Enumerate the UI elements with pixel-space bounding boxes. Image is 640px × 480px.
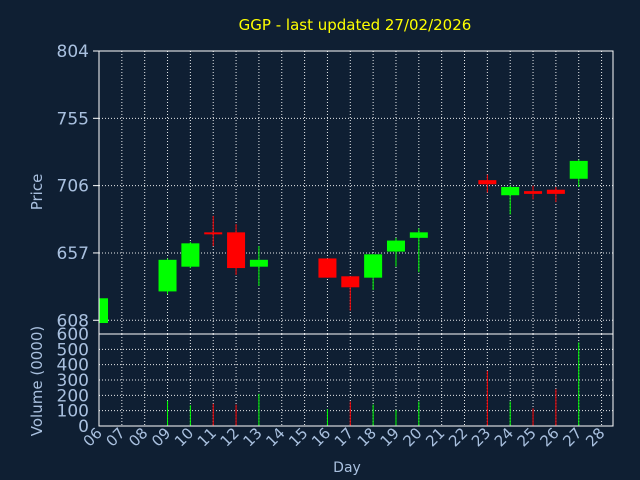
volume-tick-label: 100	[57, 402, 89, 422]
candle-12	[227, 224, 246, 275]
candle-body	[386, 240, 405, 252]
candle-17	[341, 276, 360, 311]
candle-10	[181, 241, 200, 269]
candle-body	[227, 232, 246, 269]
price-panel: 804 755 706 657 608 Price	[28, 42, 614, 335]
candle-06	[99, 298, 108, 324]
candle-body	[478, 180, 497, 185]
candle-13	[249, 246, 268, 286]
candle-09	[158, 258, 177, 295]
candle-26	[546, 187, 565, 203]
price-tick-label: 706	[57, 177, 89, 197]
volume-axis-label: Volume (0000)	[28, 326, 46, 436]
day-axis-ticks: 0607080910111213141516171819202122232425…	[80, 424, 609, 450]
volume-bars	[167, 342, 580, 426]
candle-23	[478, 174, 497, 193]
candle-18	[364, 254, 383, 291]
day-axis-label: Day	[333, 460, 361, 476]
candle-body	[249, 259, 268, 267]
price-tick-label: 804	[57, 42, 89, 62]
candle-11	[204, 215, 223, 247]
volume-tick-label: 300	[57, 371, 89, 391]
candle-body	[158, 259, 177, 292]
candle-body	[546, 189, 565, 194]
candle-16	[318, 258, 337, 278]
price-candles	[99, 159, 588, 324]
volume-tick-label: 400	[57, 356, 89, 376]
chart-title: GGP - last updated 27/02/2026	[239, 16, 472, 34]
candle-27	[569, 159, 588, 188]
candle-body	[364, 254, 383, 278]
volume-panel-frame	[98, 333, 614, 427]
candle-25	[524, 185, 543, 200]
price-tick-label: 755	[57, 109, 89, 129]
candle-body	[524, 191, 543, 194]
candle-body	[204, 232, 223, 235]
volume-tick-label: 600	[57, 325, 89, 345]
candle-body	[501, 187, 520, 196]
volume-tick-label: 200	[57, 386, 89, 406]
candle-20	[409, 228, 428, 273]
candle-body	[99, 298, 108, 324]
candle-body	[318, 258, 337, 278]
price-axis-label: Price	[28, 174, 46, 211]
price-tick-label: 657	[57, 244, 89, 264]
candle-19	[386, 237, 405, 267]
price-axis-ticks: 804 755 706 657 608	[57, 42, 99, 331]
volume-tick-label: 500	[57, 340, 89, 360]
price-tick-label: 608	[57, 311, 89, 331]
candle-body	[181, 243, 200, 267]
candle-body	[409, 232, 428, 238]
volume-gridlines	[99, 334, 613, 426]
candle-body	[341, 276, 360, 288]
volume-tick-label: 0	[78, 417, 89, 437]
candle-body	[569, 160, 588, 179]
candle-24	[501, 185, 520, 215]
